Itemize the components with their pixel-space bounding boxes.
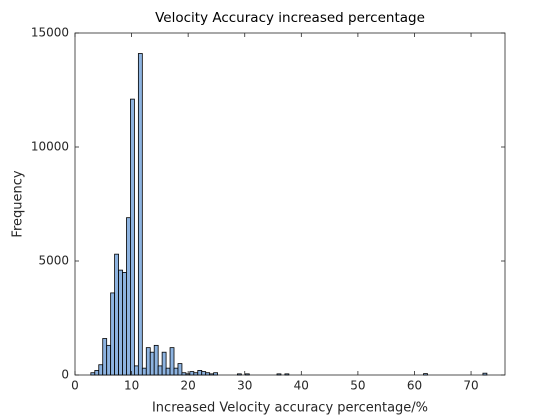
bar [213,372,218,376]
x-tick-label: 40 [294,379,309,393]
x-axis-label: Increased Velocity accuracy percentage/% [152,401,428,416]
bar [90,372,96,376]
bar [169,347,175,376]
bar [114,253,119,376]
plot-box [74,32,506,376]
bar [236,373,242,376]
bar [94,370,100,376]
x-tick-label: 50 [350,379,365,393]
chart-title: Velocity Accuracy increased percentage [155,10,425,26]
bar [126,217,131,376]
x-tick-label: 30 [237,379,252,393]
bar [130,98,135,376]
bar [118,269,123,376]
bar [209,373,215,376]
bar [177,363,183,376]
x-tick-label: 0 [71,379,79,393]
y-tick-label: 15000 [31,26,69,40]
bar [423,373,428,376]
x-tick-label: 10 [124,379,139,393]
bar [153,344,159,376]
bar [276,373,282,376]
bar [181,372,187,376]
bar [197,370,203,376]
y-tick-label: 0 [61,368,69,382]
bar [145,347,151,376]
bar [189,371,195,376]
bar [161,351,167,376]
x-tick-label: 70 [463,379,478,393]
bar [137,53,143,376]
bar [110,292,116,376]
bar [122,271,127,376]
bar [173,367,179,376]
bar [134,365,139,376]
bar [193,372,199,376]
bar [284,373,290,376]
bar [149,351,155,376]
bar [201,371,207,376]
bar [157,365,163,376]
y-axis-label: Frequency [11,170,26,237]
bar [141,367,147,376]
bar [244,373,250,376]
bar [102,338,108,376]
x-tick-label: 20 [181,379,196,393]
y-tick-label: 5000 [38,254,69,268]
x-tick-label: 60 [407,379,422,393]
bar [106,344,112,376]
bar [482,372,488,376]
bar [165,367,171,376]
bar [98,364,104,376]
bar [205,372,211,376]
y-tick-label: 10000 [31,140,69,154]
